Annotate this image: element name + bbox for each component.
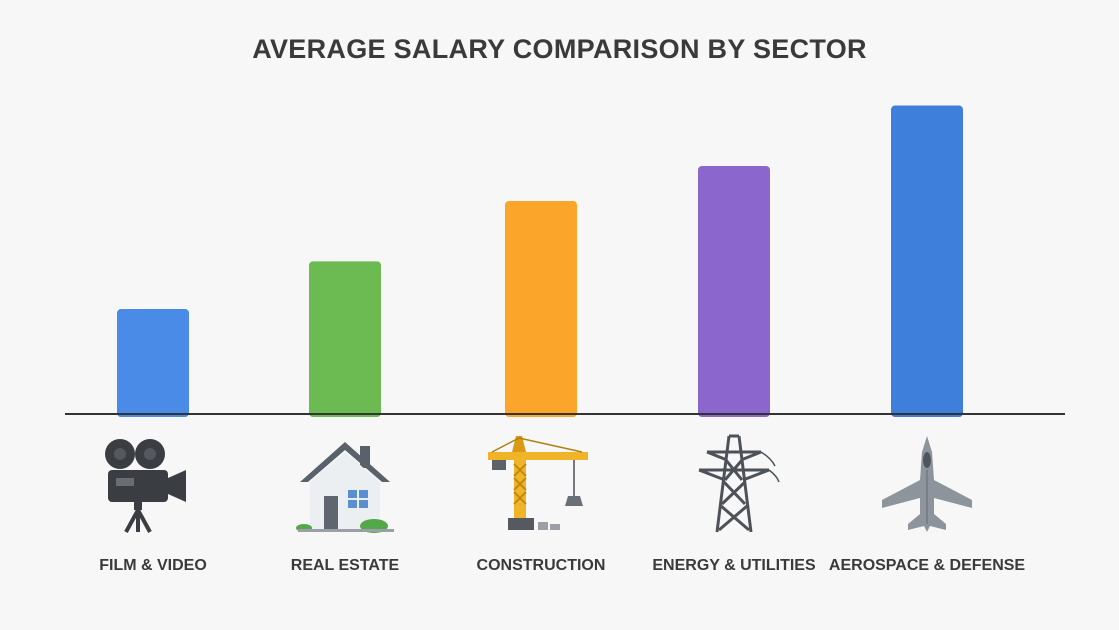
- tower-crane-icon: [486, 434, 596, 534]
- bar-4: [891, 105, 963, 417]
- chart-title: AVERAGE SALARY COMPARISON BY SECTOR: [252, 34, 867, 64]
- bar-1: [309, 261, 381, 417]
- power-pylon-icon: [679, 434, 789, 534]
- house-icon: [290, 434, 400, 534]
- movie-camera-icon: [98, 434, 208, 534]
- category-label-2: CONSTRUCTION: [477, 557, 606, 574]
- bar-3: [698, 165, 770, 417]
- category-label-0: FILM & VIDEO: [99, 557, 207, 574]
- fighter-jet-icon: [872, 434, 982, 534]
- category-label-4: AEROSPACE & DEFENSE: [829, 557, 1026, 574]
- bar-0: [117, 309, 189, 417]
- category-label-3: ENERGY & UTILITIES: [652, 557, 816, 574]
- category-label-1: REAL ESTATE: [291, 557, 400, 574]
- bar-2: [505, 200, 577, 417]
